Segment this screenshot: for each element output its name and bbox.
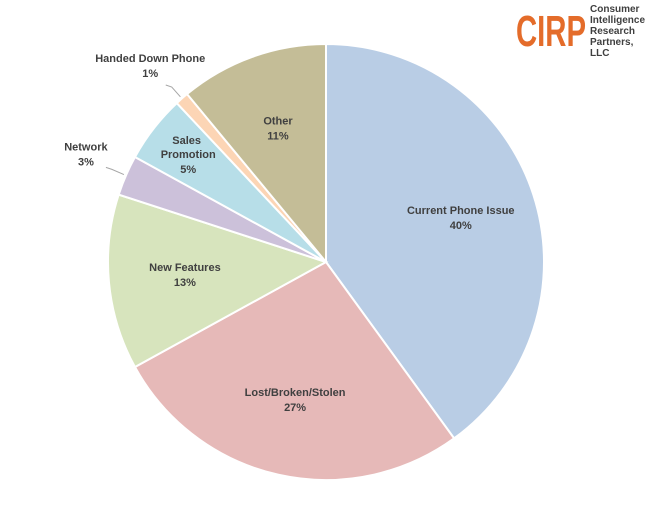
logo-text: Consumer Intelligence Research Partners,… xyxy=(590,4,648,59)
leader-line xyxy=(105,166,125,176)
slice-value-label: 5% xyxy=(180,164,196,176)
slice-value-label: 40% xyxy=(450,220,472,232)
pie-slice xyxy=(185,42,327,265)
slice-label: Other xyxy=(263,116,293,128)
slice-label: Current Phone Issue xyxy=(407,205,515,217)
slice-label: Handed Down Phone xyxy=(95,53,205,65)
pie-slice xyxy=(325,42,545,440)
slice-label: New Features xyxy=(149,262,221,274)
slice-value-label: 27% xyxy=(284,402,306,414)
logo: CIRP xyxy=(516,7,586,56)
slice-label: Network xyxy=(64,141,108,153)
leader-line xyxy=(165,84,181,98)
slice-label: Lost/Broken/Stolen xyxy=(245,387,346,399)
slice-value-label: 3% xyxy=(78,156,94,168)
pie-slice xyxy=(107,193,329,369)
slice-label: Sales Promotion xyxy=(161,135,216,161)
pie-slice xyxy=(133,260,456,481)
slice-value-label: 13% xyxy=(174,277,196,289)
slice-value-label: 11% xyxy=(267,131,289,143)
slice-value-label: 1% xyxy=(142,68,158,80)
